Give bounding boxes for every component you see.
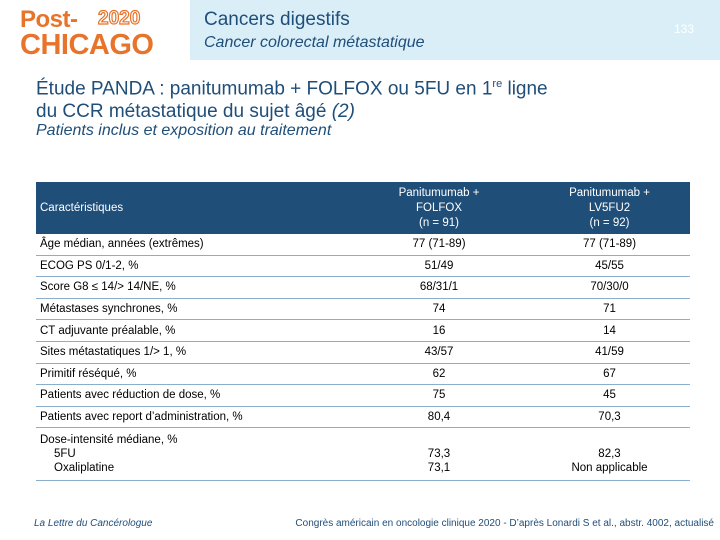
row-value-lv5fu2: 41/59 — [529, 341, 690, 364]
table-row: Sites métastatiques 1/> 1, % 43/57 41/59 — [36, 341, 690, 364]
header-lv5fu2-line3: (n = 92) — [589, 216, 630, 229]
table-row-dose-intensity: Dose-intensité médiane, % 5FU Oxaliplati… — [36, 427, 690, 482]
row-value-lv5fu2: 67 — [529, 363, 690, 386]
dose-intensity-label-cell: Dose-intensité médiane, % 5FU Oxaliplati… — [36, 427, 349, 482]
table-row: Âge médian, années (extrêmes) 77 (71-89)… — [36, 234, 690, 256]
header-folfox-line2: FOLFOX — [415, 201, 462, 214]
header-band: Cancers digestifs Cancer colorectal méta… — [190, 0, 720, 60]
row-label: Âge médian, années (extrêmes) — [36, 234, 349, 256]
slide-title: Étude PANDA : panitumumab + FOLFOX ou 5F… — [36, 73, 676, 123]
row-value-lv5fu2: 14 — [529, 319, 690, 342]
row-label: Métastases synchrones, % — [36, 298, 349, 321]
characteristics-table: Caractéristiques Panitumumab + FOLFOX (n… — [36, 182, 690, 482]
title-part1: Étude PANDA : panitumumab + FOLFOX ou 5F… — [36, 78, 493, 100]
header-lv5fu2-line1: Panitumumab + — [569, 186, 650, 199]
row-value-folfox: 80,4 — [349, 406, 529, 429]
header-title: Cancers digestifs — [204, 9, 350, 30]
header-folfox-line3: (n = 91) — [419, 216, 459, 229]
row-value-folfox: 51/49 — [349, 255, 529, 278]
table-header-row: Caractéristiques Panitumumab + FOLFOX (n… — [36, 182, 690, 234]
row-value-folfox: 74 — [349, 298, 529, 321]
row-label: Score G8 ≤ 14/> 14/NE, % — [36, 276, 349, 299]
title-line2: du CCR métastatique du sujet âgé — [36, 101, 332, 123]
footer-journal: La Lettre du Cancérologue — [34, 518, 153, 529]
row-label: CT adjuvante préalable, % — [36, 319, 349, 342]
dose-lv5fu2-5fu: 82,3 — [598, 448, 621, 461]
row-value-lv5fu2: 77 (71-89) — [529, 234, 690, 256]
row-label: Primitif réséqué, % — [36, 363, 349, 386]
header-folfox-line1: Panitumumab + — [398, 186, 480, 199]
row-label: Patients avec report d’administration, % — [36, 406, 349, 429]
row-value-lv5fu2: 70/30/0 — [529, 276, 690, 299]
dose-folfox-oxaliplatine: 73,1 — [427, 462, 451, 475]
row-value-lv5fu2: 45/55 — [529, 255, 690, 278]
logo-year-text: 2020 — [97, 7, 141, 29]
dose-sub-oxaliplatine: Oxaliplatine — [54, 462, 115, 475]
row-label: Sites métastatiques 1/> 1, % — [36, 341, 349, 364]
table-row: Patients avec report d’administration, %… — [36, 406, 690, 429]
footer-source: Congrès américain en oncologie clinique … — [295, 518, 714, 529]
header-characteristics: Caractéristiques — [36, 182, 349, 234]
row-label: ECOG PS 0/1-2, % — [36, 255, 349, 278]
row-value-lv5fu2: 70,3 — [529, 406, 690, 429]
header-folfox: Panitumumab + FOLFOX (n = 91) — [349, 182, 529, 234]
row-value-folfox: 77 (71-89) — [349, 234, 529, 256]
dose-intensity-label: Dose-intensité médiane, % — [40, 434, 178, 447]
post-chicago-logo: Post- 2020 CHICAGO — [20, 6, 160, 61]
row-value-folfox: 68/31/1 — [349, 276, 529, 299]
row-label: Patients avec réduction de dose, % — [36, 384, 349, 407]
page-number: 133 — [673, 22, 694, 36]
row-value-folfox: 62 — [349, 363, 529, 386]
header-lv5fu2-line2: LV5FU2 — [588, 201, 631, 214]
table-row: Patients avec réduction de dose, % 75 45 — [36, 384, 690, 407]
logo-post-text: Post- — [20, 6, 78, 33]
row-value-folfox: 75 — [349, 384, 529, 407]
dose-folfox-5fu: 73,3 — [427, 448, 451, 461]
dose-values-lv5fu2: 82,3 Non applicable — [529, 427, 690, 482]
table-row: CT adjuvante préalable, % 16 14 — [36, 319, 690, 342]
table-row: Primitif réséqué, % 62 67 — [36, 363, 690, 386]
row-value-folfox: 16 — [349, 319, 529, 342]
title-reference: (2) — [331, 101, 355, 123]
table-row: Score G8 ≤ 14/> 14/NE, % 68/31/1 70/30/0 — [36, 276, 690, 299]
row-value-lv5fu2: 45 — [529, 384, 690, 407]
dose-values-folfox: 73,3 73,1 — [349, 427, 529, 482]
row-value-lv5fu2: 71 — [529, 298, 690, 321]
slide-subtitle: Patients inclus et exposition au traitem… — [36, 122, 332, 139]
title-part2: ligne — [502, 78, 548, 100]
row-value-folfox: 43/57 — [349, 341, 529, 364]
header-lv5fu2: Panitumumab + LV5FU2 (n = 92) — [529, 182, 690, 234]
logo-chicago-text: CHICAGO — [20, 29, 154, 61]
table-row: Métastases synchrones, % 74 71 — [36, 298, 690, 321]
dose-lv5fu2-oxaliplatine: Non applicable — [571, 462, 648, 475]
header-subtitle: Cancer colorectal métastatique — [204, 34, 425, 51]
title-sup: re — [492, 78, 503, 90]
table-row: ECOG PS 0/1-2, % 51/49 45/55 — [36, 255, 690, 278]
dose-sub-5fu: 5FU — [54, 448, 76, 461]
